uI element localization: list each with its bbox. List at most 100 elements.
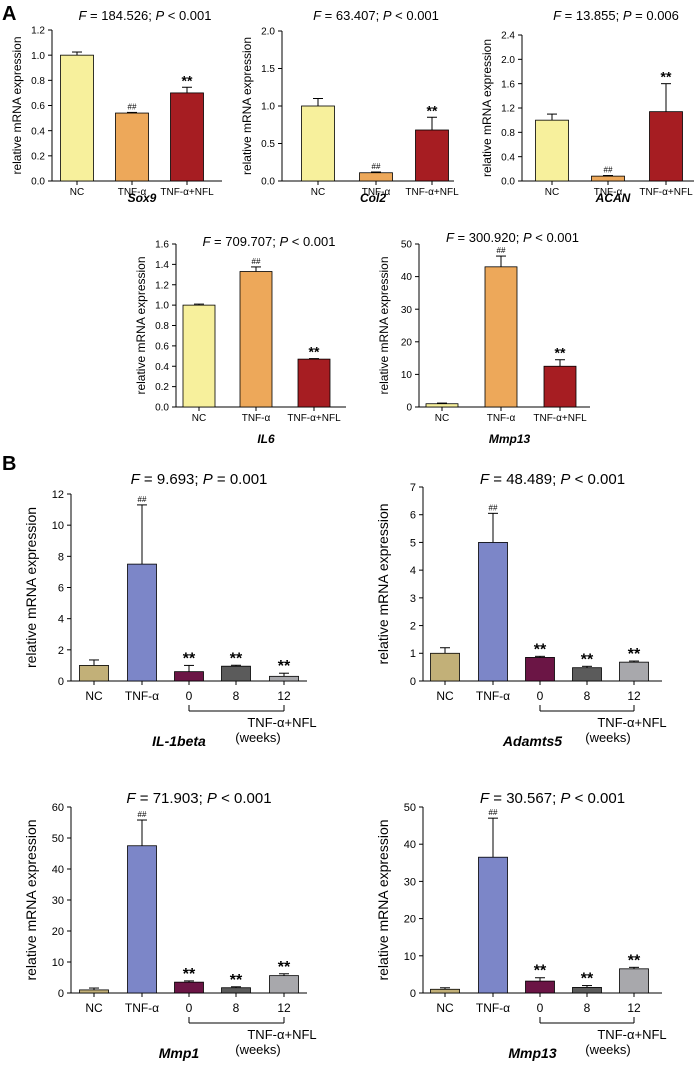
y-tick-label: 0.0 bbox=[31, 177, 45, 188]
significance-star: ** bbox=[628, 952, 641, 969]
y-tick-label: 30 bbox=[404, 876, 416, 888]
y-tick-label: 10 bbox=[401, 370, 413, 381]
y-tick-label: 12 bbox=[52, 489, 64, 501]
significance-star: ** bbox=[427, 102, 438, 118]
y-tick-label: 0.6 bbox=[155, 341, 169, 352]
group-sublabel: (weeks) bbox=[235, 1042, 281, 1057]
x-tick-label: NC bbox=[436, 689, 454, 703]
x-tick-label: TNF-α bbox=[476, 689, 510, 703]
bar bbox=[535, 119, 569, 182]
stats-p: P bbox=[560, 471, 570, 488]
stats-p: P bbox=[383, 8, 392, 23]
x-tick-label: TNF-α+NFL bbox=[405, 187, 459, 198]
gene-label: Mmp1 bbox=[159, 1045, 200, 1061]
stats-title: F = 13.855; P = 0.006 bbox=[553, 8, 679, 23]
x-tick-label: 12 bbox=[627, 689, 641, 703]
y-axis-title: relative mRNA expression bbox=[375, 503, 391, 664]
gene-label: Sox9 bbox=[128, 191, 157, 205]
chart-col2: F = 63.407; P < 0.001 0.0 0.5 1.0 1.5 2.0 rela… bbox=[240, 8, 459, 205]
stats-f: F bbox=[313, 8, 322, 23]
bar bbox=[301, 105, 335, 182]
y-axis-title: relative mRNA expression bbox=[23, 819, 39, 980]
y-tick-label: 0.8 bbox=[501, 128, 515, 139]
stats-title: F = 71.903; P < 0.001 bbox=[126, 790, 271, 807]
chart-mmp13a: F = 300.920; P < 0.001 0 10 20 30 40 50 relativ… bbox=[377, 230, 590, 446]
stats-f: F bbox=[131, 471, 141, 488]
stats-p-value: < 0.001 bbox=[570, 471, 625, 488]
y-tick-label: 20 bbox=[404, 914, 416, 926]
stats-p-value: = 0.006 bbox=[632, 8, 679, 23]
chart-acan: F = 13.855; P = 0.006 0.0 0.4 0.8 1.2 1.6 2.0 2… bbox=[480, 8, 694, 205]
bar bbox=[79, 665, 109, 682]
stats-title: F = 300.920; P < 0.001 bbox=[446, 230, 579, 245]
stats-f-value: = 9.693; bbox=[140, 471, 203, 488]
y-axis-title: relative mRNA expression bbox=[240, 37, 254, 175]
significance-hash: ## bbox=[497, 246, 506, 255]
stats-p-value: = 0.001 bbox=[213, 471, 268, 488]
significance-star: ** bbox=[230, 972, 243, 989]
y-tick-label: 0.4 bbox=[31, 126, 45, 137]
x-tick-label: 12 bbox=[277, 689, 291, 703]
y-tick-label: 4 bbox=[410, 565, 416, 577]
y-tick-label: 0.2 bbox=[31, 151, 45, 162]
x-tick-label: TNF-α+NFL bbox=[533, 413, 587, 424]
x-tick-label: NC bbox=[70, 187, 84, 198]
y-tick-label: 4 bbox=[58, 614, 64, 626]
y-tick-label: 1.2 bbox=[155, 280, 169, 291]
x-tick-label: 12 bbox=[627, 1001, 641, 1015]
significance-hash: ## bbox=[489, 808, 498, 817]
stats-f-value: = 300.920; bbox=[454, 230, 523, 245]
significance-hash: ## bbox=[604, 166, 613, 175]
x-tick-label: 8 bbox=[233, 689, 240, 703]
group-sublabel: (weeks) bbox=[585, 730, 631, 745]
y-tick-label: 0.0 bbox=[261, 177, 275, 188]
group-label: TNF-α+NFL bbox=[247, 1027, 316, 1042]
significance-star: ** bbox=[628, 646, 641, 663]
y-axis-title: relative mRNA expression bbox=[23, 507, 39, 668]
gene-label: ACAN bbox=[595, 191, 631, 205]
stats-f-value: = 48.489; bbox=[489, 471, 560, 488]
gene-label: Mmp13 bbox=[489, 432, 531, 446]
y-tick-label: 0.0 bbox=[501, 177, 515, 188]
bar bbox=[174, 981, 204, 994]
bar bbox=[484, 266, 518, 408]
x-tick-label: NC bbox=[85, 689, 103, 703]
y-tick-label: 40 bbox=[52, 864, 64, 876]
y-tick-label: 1.6 bbox=[155, 240, 169, 251]
y-tick-label: 0 bbox=[58, 676, 64, 688]
y-tick-label: 0 bbox=[410, 676, 416, 688]
stats-p: P bbox=[523, 230, 532, 245]
bar bbox=[525, 980, 555, 994]
y-tick-label: 10 bbox=[52, 520, 64, 532]
chart-mmp1: F = 71.903; P < 0.001 0 10 20 30 40 50 60 relati… bbox=[23, 790, 317, 1061]
stats-title: F = 184.526; P < 0.001 bbox=[78, 8, 211, 23]
stats-p: P bbox=[155, 8, 164, 23]
group-sublabel: (weeks) bbox=[235, 730, 281, 745]
x-tick-label: 0 bbox=[537, 1001, 544, 1015]
y-tick-label: 0.6 bbox=[31, 101, 45, 112]
y-tick-label: 30 bbox=[52, 895, 64, 907]
stats-p-value: < 0.001 bbox=[570, 790, 625, 807]
y-tick-label: 0.4 bbox=[155, 362, 169, 373]
panel-label-a: A bbox=[2, 3, 16, 25]
y-tick-label: 0.0 bbox=[155, 403, 169, 414]
y-tick-label: 1.0 bbox=[155, 301, 169, 312]
bar bbox=[572, 667, 602, 682]
x-tick-label: TNF-α+NFL bbox=[160, 187, 214, 198]
stats-f-value: = 184.526; bbox=[86, 8, 155, 23]
y-tick-label: 50 bbox=[52, 833, 64, 845]
bar bbox=[127, 845, 157, 994]
stats-p: P bbox=[279, 234, 288, 249]
stats-title: F = 9.693; P = 0.001 bbox=[131, 471, 268, 488]
x-tick-label: TNF-α bbox=[125, 689, 159, 703]
bar bbox=[425, 403, 459, 408]
y-tick-label: 6 bbox=[58, 582, 64, 594]
group-sublabel: (weeks) bbox=[585, 1042, 631, 1057]
significance-star: ** bbox=[555, 345, 566, 361]
x-tick-label: 0 bbox=[537, 689, 544, 703]
stats-p-value: < 0.001 bbox=[392, 8, 439, 23]
y-tick-label: 50 bbox=[404, 802, 416, 814]
x-tick-label: TNF-α bbox=[487, 413, 516, 424]
group-label: TNF-α+NFL bbox=[597, 1027, 666, 1042]
